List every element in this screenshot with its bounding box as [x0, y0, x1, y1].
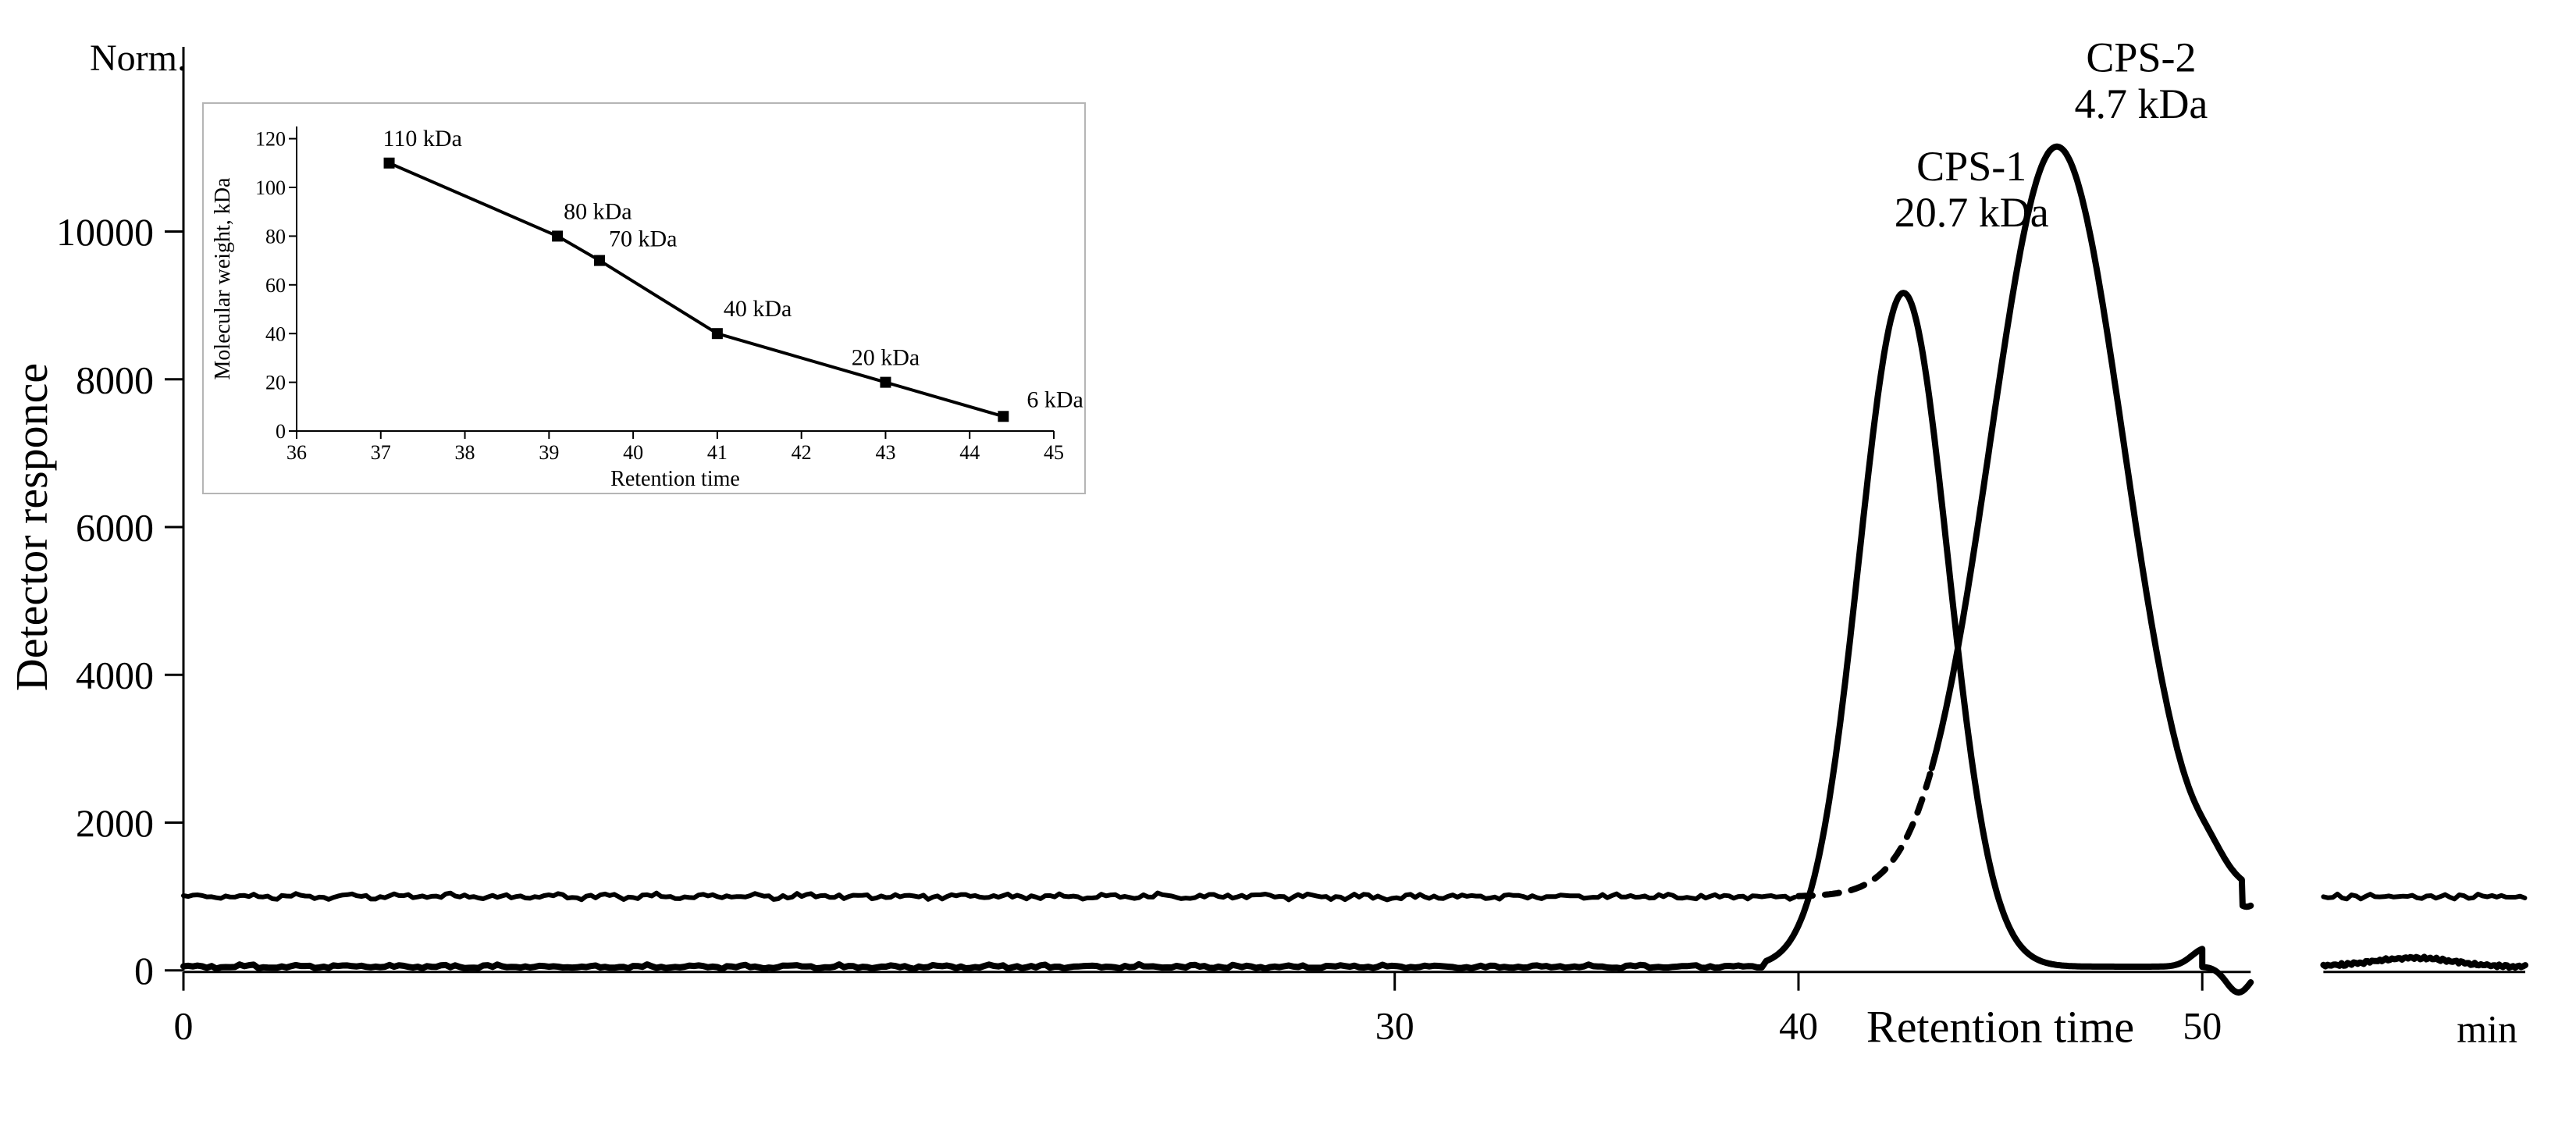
inset-y-tick: 80	[265, 226, 286, 248]
svg-text:CPS-2: CPS-2	[2086, 34, 2196, 81]
inset-marker	[712, 328, 723, 339]
inset-x-tick: 36	[286, 441, 307, 464]
svg-text:CPS-1: CPS-1	[1916, 143, 2026, 190]
inset-point-label: 6 kDa	[1026, 387, 1083, 412]
inset-y-tick: 0	[276, 420, 286, 443]
inset-marker	[384, 158, 395, 169]
svg-text:4.7 kDa: 4.7 kDa	[2074, 80, 2208, 127]
y-tick-label: 6000	[76, 506, 154, 550]
inset-point-label: 40 kDa	[724, 296, 792, 322]
inset-x-label: Retention time	[610, 467, 740, 491]
inset-x-tick: 40	[623, 441, 643, 464]
inset-y-label: Molecular weight, kDa	[211, 177, 235, 379]
inset-point-label: 80 kDa	[564, 198, 632, 224]
x-tick-label: 40	[1779, 1004, 1818, 1048]
inset-x-tick: 39	[539, 441, 559, 464]
y-tick-label: 4000	[76, 654, 154, 697]
inset-marker	[998, 411, 1009, 422]
inset-y-tick: 120	[255, 128, 286, 151]
inset-x-tick: 44	[959, 441, 980, 464]
inset-marker	[880, 377, 891, 388]
inset-x-tick: 43	[875, 441, 895, 464]
figure-svg: 0 2000 4000 6000 8000 10000 0 30 40 50 Norm. Detect…	[0, 0, 2576, 1129]
inset-x-tick: 38	[455, 441, 475, 464]
y-tick-label: 2000	[76, 801, 154, 845]
inset-y-tick: 20	[265, 372, 286, 394]
inset-x-tick: 41	[707, 441, 728, 464]
inset-x-tick: 42	[792, 441, 812, 464]
inset-marker	[552, 230, 563, 241]
y-axis-label: Detector responce	[6, 363, 57, 691]
inset-x-tick: 37	[371, 441, 391, 464]
peak1-label: CPS-120.7 kDa	[1895, 143, 2049, 236]
inset-y-tick: 60	[265, 274, 286, 297]
inset-y-tick: 100	[255, 176, 286, 199]
inset-point-label: 20 kDa	[852, 345, 920, 371]
inset-point-label: 110 kDa	[383, 126, 462, 151]
inset-marker	[594, 255, 605, 266]
figure-root: 0 2000 4000 6000 8000 10000 0 30 40 50 Norm. Detect…	[0, 0, 2576, 1129]
x-axis-unit: min	[2457, 1007, 2517, 1051]
inset-y-tick: 40	[265, 322, 286, 345]
x-axis-label: Retention time	[1866, 1002, 2134, 1053]
y-tick-label: 10000	[56, 210, 154, 254]
inset-x-tick: 45	[1044, 441, 1064, 464]
x-tick-label: 0	[174, 1004, 194, 1048]
inset-chart: 36 37 38 39 40 41 42 43 44 45 0 20 40 60 80 100 120 Reten…	[203, 103, 1085, 493]
peak2-label: CPS-24.7 kDa	[2074, 34, 2208, 127]
svg-text:20.7 kDa: 20.7 kDa	[1895, 189, 2049, 236]
inset-point-label: 70 kDa	[609, 226, 677, 252]
x-tick-label: 30	[1375, 1004, 1414, 1048]
y-tick-label: 8000	[76, 358, 154, 401]
x-tick-label: 50	[2183, 1004, 2222, 1048]
norm-label: Norm.	[90, 37, 187, 79]
y-tick-label: 0	[134, 949, 154, 992]
